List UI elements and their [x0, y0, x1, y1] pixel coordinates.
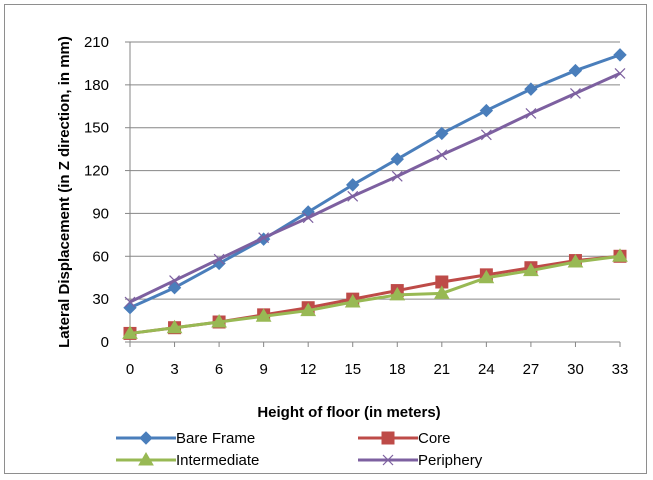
- point-bare-frame-21: [435, 126, 449, 141]
- x-tick-label-9: 9: [259, 361, 267, 378]
- x-tick-label-3: 3: [170, 361, 178, 378]
- x-axis-title: Height of floor (in meters): [257, 404, 440, 421]
- legend-item-periphery: Periphery: [358, 452, 483, 469]
- y-tick-label-0: 0: [101, 334, 109, 351]
- y-tick-labels: 0 30 60 90 120 150 180 210: [84, 34, 109, 351]
- point-periphery-24: [480, 129, 492, 141]
- legend-label-core: Core: [418, 430, 451, 447]
- x-tick-labels: 0 3 6 9 12 15 18 21 24 27 30 33: [126, 361, 629, 378]
- point-intermediate-30: [567, 254, 584, 268]
- x-tick-label-30: 30: [567, 361, 584, 378]
- point-bare-frame-33: [613, 48, 627, 62]
- point-intermediate-12: [300, 302, 317, 317]
- point-bare-frame-3: [167, 281, 182, 295]
- legend-marker-bare-frame: [139, 431, 153, 445]
- series-periphery: [124, 68, 626, 308]
- x-tick-label-33: 33: [612, 361, 629, 378]
- point-bare-frame-24: [479, 103, 494, 118]
- y-tick-label-30: 30: [92, 291, 109, 308]
- x-tick-label-27: 27: [523, 361, 540, 378]
- y-tick-label-210: 210: [84, 34, 109, 51]
- point-periphery-21: [436, 149, 448, 161]
- legend-marker-core: [381, 431, 395, 445]
- legend-item-core: Core: [358, 430, 451, 447]
- x-tick-label-18: 18: [389, 361, 406, 378]
- series-line-bare-frame: [129, 53, 621, 310]
- y-axis-title: Lateral Displacement (in Z direction, in…: [56, 36, 73, 348]
- point-intermediate-9: [255, 308, 272, 322]
- legend-label-intermediate: Intermediate: [176, 452, 259, 469]
- point-periphery-27: [525, 108, 537, 119]
- series-bare-frame: [123, 48, 627, 315]
- point-intermediate-0: [122, 325, 138, 339]
- series-intermediate: [122, 248, 628, 339]
- x-tick-label-12: 12: [300, 361, 317, 378]
- point-periphery-6: [213, 253, 225, 265]
- point-intermediate-6: [211, 314, 227, 328]
- legend-label-periphery: Periphery: [418, 452, 483, 469]
- point-bare-frame-0: [123, 301, 137, 315]
- x-tick-label-21: 21: [433, 361, 450, 378]
- point-intermediate-3: [166, 319, 183, 334]
- point-intermediate-33: [612, 248, 628, 262]
- point-periphery-18: [391, 170, 403, 182]
- point-bare-frame-18: [390, 152, 404, 166]
- x-tick-label-0: 0: [126, 361, 134, 378]
- x-tick-label-6: 6: [215, 361, 223, 378]
- point-bare-frame-15: [346, 178, 360, 192]
- point-intermediate-21: [433, 285, 450, 299]
- y-tick-label-60: 60: [92, 248, 109, 265]
- point-bare-frame-27: [524, 82, 538, 96]
- point-periphery-12: [302, 212, 314, 224]
- gridlines: [125, 41, 621, 347]
- legend-marker-periphery: [382, 454, 394, 466]
- legend-label-bare-frame: Bare Frame: [176, 430, 255, 447]
- legend-marker-intermediate: [138, 452, 154, 466]
- point-periphery-30: [570, 88, 581, 99]
- point-intermediate-27: [523, 262, 539, 277]
- chart-frame: [4, 4, 647, 474]
- point-intermediate-15: [344, 294, 361, 308]
- point-periphery-9: [258, 232, 270, 244]
- point-periphery-33: [614, 68, 626, 79]
- point-periphery-0: [124, 296, 136, 308]
- y-tick-label-120: 120: [84, 163, 109, 180]
- point-periphery-3: [169, 275, 180, 286]
- y-tick-label-150: 150: [84, 120, 109, 137]
- point-bare-frame-30: [568, 63, 583, 78]
- legend-item-bare-frame: Bare Frame: [116, 430, 255, 447]
- point-periphery-15: [347, 190, 359, 202]
- legend: Bare Frame Core Intermediate Periphery: [116, 430, 483, 469]
- legend-item-intermediate: Intermediate: [116, 452, 259, 469]
- point-intermediate-18: [389, 286, 406, 301]
- x-tick-label-24: 24: [478, 361, 495, 378]
- y-tick-label-180: 180: [84, 77, 109, 94]
- y-tick-label-90: 90: [92, 205, 109, 222]
- series-group: [122, 48, 628, 340]
- series-line-periphery: [129, 72, 621, 304]
- series-line-intermediate: [129, 254, 621, 335]
- series-core: [123, 249, 627, 340]
- point-intermediate-24: [478, 269, 495, 284]
- x-tick-label-15: 15: [344, 361, 361, 378]
